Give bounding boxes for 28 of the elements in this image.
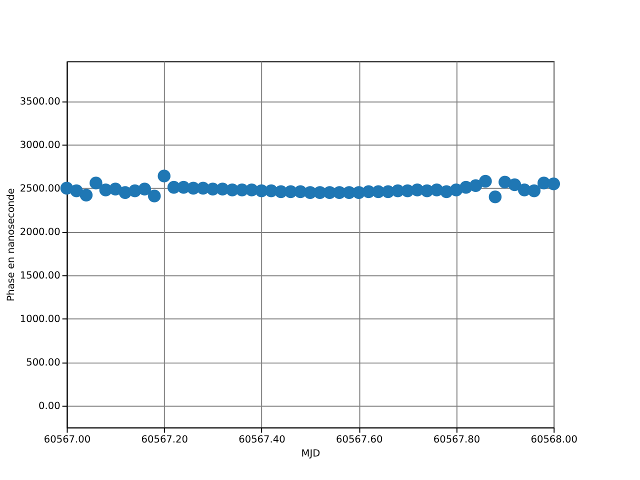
- y-tick-label: 2000.00: [20, 227, 60, 238]
- point: [158, 170, 171, 182]
- x-axis-title: MJD: [301, 448, 320, 460]
- point: [479, 174, 492, 188]
- x-tick-label: 60568.00: [530, 434, 578, 446]
- point: [469, 179, 482, 192]
- point: [488, 190, 502, 204]
- y-tick-label: 2500.00: [20, 184, 60, 195]
- point: [90, 176, 102, 190]
- x-tick-label: 60567.80: [433, 434, 480, 446]
- y-tick-label: 3500.00: [20, 96, 60, 108]
- point: [547, 177, 560, 190]
- x-tick-label: 60567.00: [44, 434, 91, 446]
- point: [138, 182, 152, 196]
- point: [148, 190, 161, 202]
- y-tick-label: 1000.00: [20, 314, 60, 326]
- y-tick-label: 1500.00: [20, 270, 60, 282]
- x-tick-label: 60567.60: [336, 434, 383, 446]
- x-tick-label: 60567.20: [141, 434, 188, 446]
- point: [508, 178, 522, 192]
- point: [528, 184, 541, 198]
- y-tick-label: 3000.00: [20, 140, 60, 152]
- y-tick-label: 500.00: [26, 358, 60, 369]
- point: [70, 184, 83, 198]
- y-tick-label: 0.00: [38, 401, 60, 412]
- point: [80, 188, 93, 202]
- y-axis-title: Phase en nanoseconde: [6, 188, 17, 302]
- x-tick-label: 60567.40: [238, 434, 286, 446]
